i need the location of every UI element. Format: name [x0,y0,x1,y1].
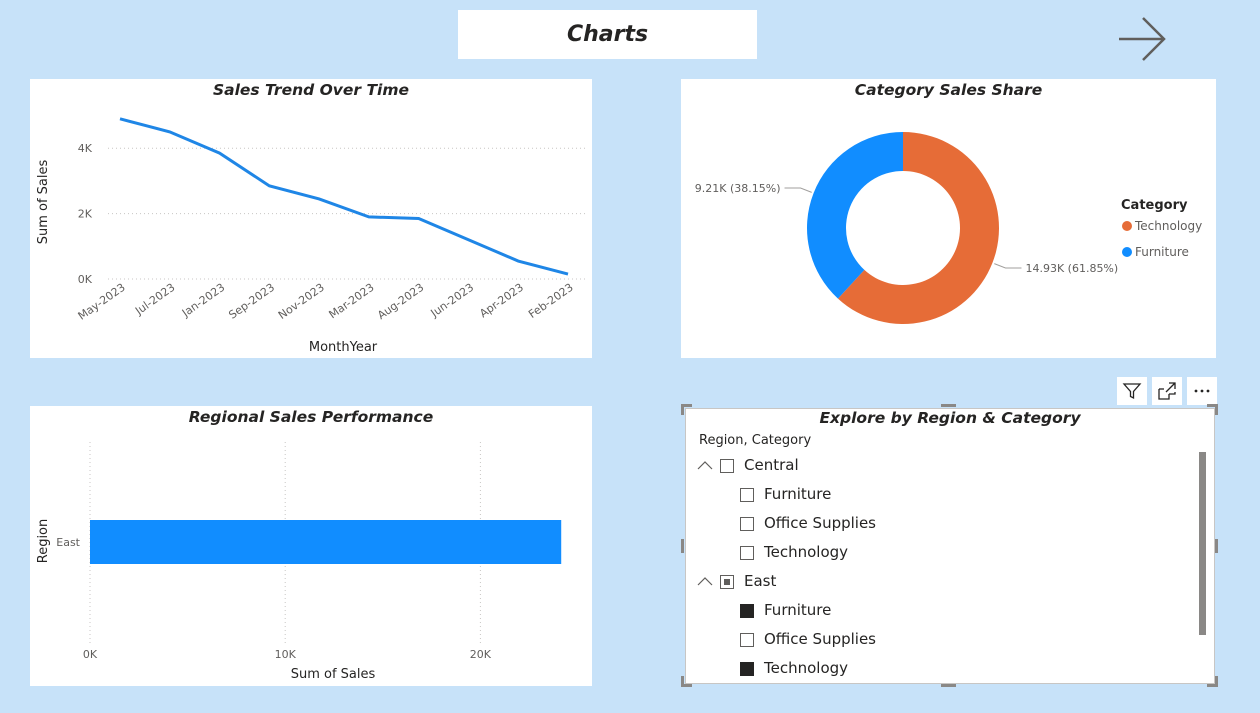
slicer-list: Central Furniture Office Supplies Technolog… [696,455,1196,687]
resize-handle[interactable] [1215,539,1218,553]
line-chart-x-tick: Jan-2023 [179,281,227,320]
arrow-right-icon[interactable] [1114,14,1170,64]
resize-handle[interactable] [681,404,684,415]
focus-mode-button[interactable] [1152,377,1182,405]
slicer-item-label: Technology [764,543,849,561]
donut-legend-title: Category [1121,198,1188,213]
bar-chart: 0K 10K 20K East Sum of Sales Region [36,442,562,682]
slicer-checkbox[interactable] [740,546,754,560]
line-chart-x-tick: Mar-2023 [327,281,377,321]
bar-chart-category-label: East [56,536,80,549]
bar-chart-x-axis-label: Sum of Sales [291,667,376,682]
donut-chart-panel[interactable]: Category Sales Share 14.93K (61.85%) 9.21… [681,79,1216,358]
slicer-item-label: Technology [764,659,849,677]
slicer-checkbox[interactable] [740,662,754,676]
donut-leader-line [994,263,1022,269]
resize-handle[interactable] [681,676,684,687]
page-title: Charts [458,10,757,59]
line-chart-x-tick: Apr-2023 [477,281,526,320]
filter-button[interactable] [1117,377,1147,405]
slicer-item-label: East [744,572,777,590]
line-chart-x-tick: May-2023 [76,281,128,323]
slicer-checkbox[interactable] [740,517,754,531]
slicer-title: Explore by Region & Category [819,409,1081,427]
legend-marker-technology [1122,221,1132,231]
line-chart-y-tick: 4K [78,142,93,155]
focus-mode-icon [1158,382,1176,400]
slicer-checkbox[interactable] [740,488,754,502]
slicer-scrollbar[interactable] [1199,452,1206,635]
resize-handle[interactable] [1207,404,1218,407]
slicer-item-label: Office Supplies [764,514,877,532]
line-chart-x-axis-label: MonthYear [309,340,378,355]
slicer-checkbox[interactable] [740,633,754,647]
filter-icon [1122,383,1142,400]
more-options-button[interactable] [1187,377,1217,405]
slicer-item-label: Central [744,456,799,474]
line-chart: 0K 2K 4K May-2023 Jul-2023 Jan-2023 Sep-2023N… [36,117,588,355]
legend-item-technology[interactable]: Technology [1134,219,1202,233]
donut-slice-technology[interactable] [837,132,999,324]
donut-data-label-furniture: 9.21K (38.15%) [695,182,781,195]
sales-trend-series-line [119,117,569,276]
bar-chart-x-tick: 0K [83,648,98,661]
line-chart-x-tick: Jun-2023 [428,281,477,320]
slicer-item[interactable]: Office Supplies [696,629,1196,658]
bar-chart-title: Regional Sales Performance [188,408,434,426]
line-chart-panel[interactable]: Sales Trend Over Time 0K 2K 4K May-2023 Jul… [30,79,592,358]
bar-chart-y-axis-label: Region [36,519,51,564]
line-chart-x-tick: Aug-2023 [375,281,426,322]
page-title-text: Charts [566,22,649,47]
donut-slice-furniture[interactable] [807,132,903,299]
resize-handle[interactable] [941,684,956,687]
line-chart-x-tick: Feb-2023 [526,281,576,321]
resize-handle[interactable] [1207,684,1218,687]
bar-chart-x-tick: 20K [470,648,492,661]
slicer-item[interactable]: East [696,571,1196,600]
bar-chart-panel[interactable]: Regional Sales Performance 0K 10K 20K East… [30,406,592,686]
slicer-item-label: Office Supplies [764,630,877,648]
line-chart-y-tick: 2K [78,208,93,221]
line-chart-x-tick: Jul-2023 [132,281,177,318]
donut-chart-title: Category Sales Share [854,81,1043,99]
chevron-up-icon[interactable] [696,457,714,475]
slicer-checkbox[interactable] [720,575,734,589]
donut-leader-line [784,187,812,193]
line-chart-y-axis-label: Sum of Sales [36,160,51,245]
line-chart-y-tick: 0K [78,273,93,286]
more-options-icon [1194,389,1210,393]
slicer-panel[interactable]: Explore by Region & Category Region, Cat… [685,408,1215,684]
slicer-item[interactable]: Technology [696,658,1196,687]
line-chart-x-tick: Sep-2023 [226,281,277,322]
slicer-checkbox[interactable] [720,459,734,473]
resize-handle[interactable] [941,404,956,407]
line-chart-x-tick: Nov-2023 [276,281,327,322]
slicer-item[interactable]: Technology [696,542,1196,571]
chevron-up-icon[interactable] [696,573,714,591]
resize-handle[interactable] [1215,404,1218,415]
slicer-item[interactable]: Central [696,455,1196,484]
slicer-item-label: Furniture [764,485,832,503]
donut-data-label-technology: 14.93K (61.85%) [1025,262,1118,275]
resize-handle[interactable] [681,539,684,553]
legend-item-furniture[interactable]: Furniture [1135,245,1189,259]
resize-handle[interactable] [1215,676,1218,687]
slicer-item[interactable]: Furniture [696,484,1196,513]
donut-chart: 14.93K (61.85%) 9.21K (38.15%) Category T… [695,132,1202,324]
bar-east[interactable] [90,520,562,564]
slicer-item[interactable]: Furniture [696,600,1196,629]
slicer-header: Region, Category [699,433,812,448]
slicer-checkbox[interactable] [740,604,754,618]
legend-marker-furniture [1122,247,1132,257]
resize-handle[interactable] [681,684,692,687]
slicer-item[interactable]: Office Supplies [696,513,1196,542]
line-chart-title: Sales Trend Over Time [212,81,409,99]
resize-handle[interactable] [681,404,692,407]
bar-chart-x-tick: 10K [275,648,297,661]
slicer-item-label: Furniture [764,601,832,619]
